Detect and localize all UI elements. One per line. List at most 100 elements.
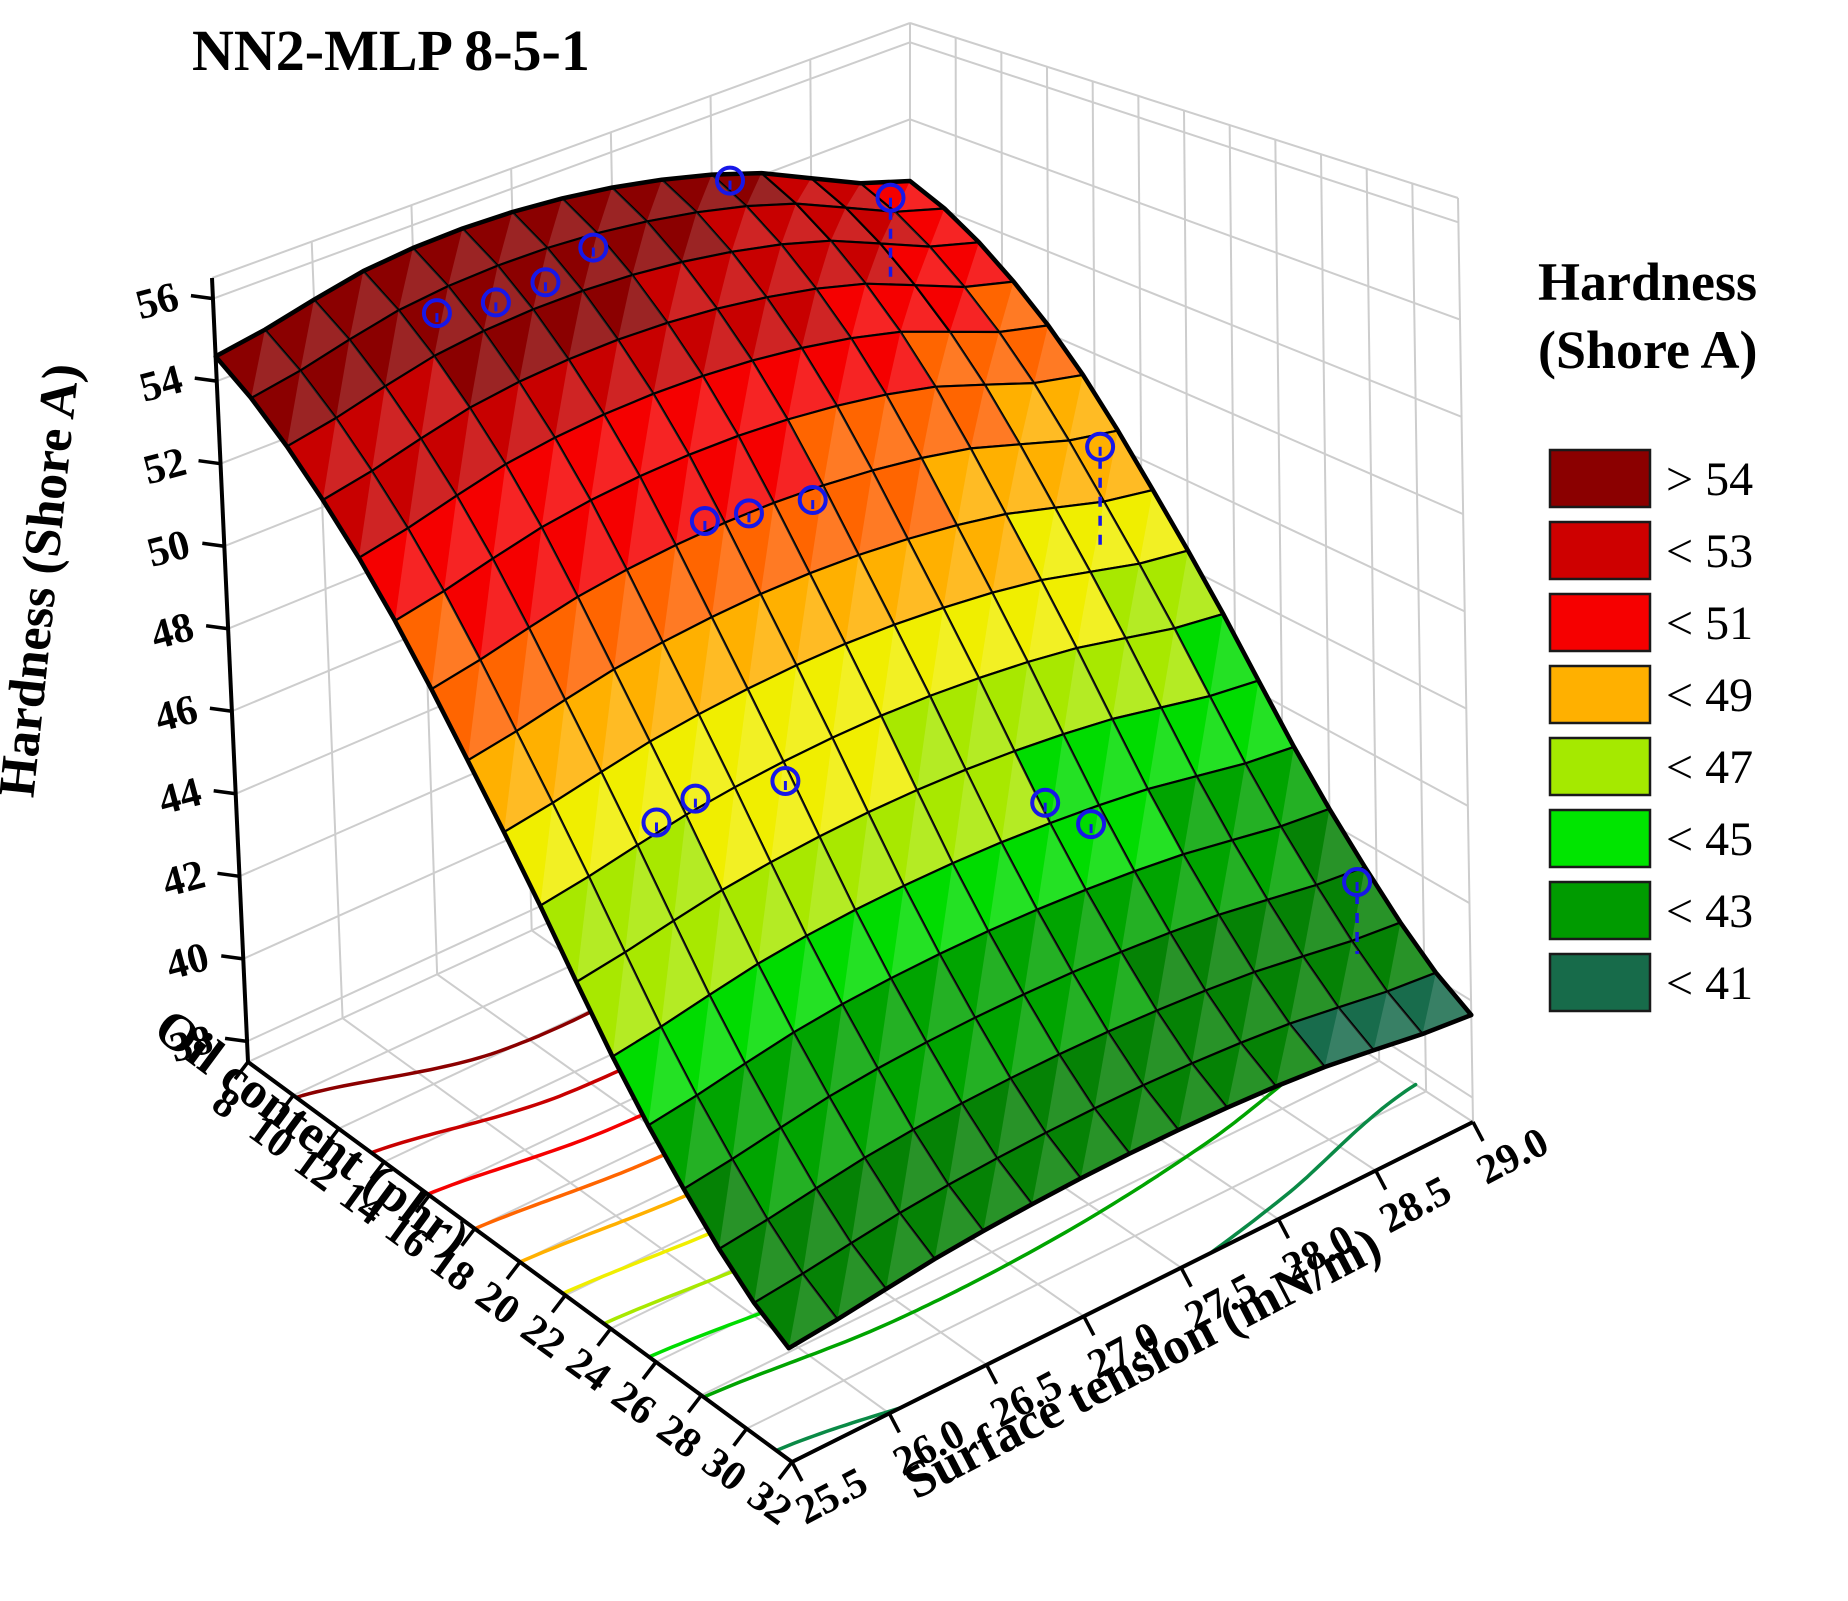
legend-swatch	[1548, 952, 1652, 1013]
surface-quad-highlight	[604, 339, 654, 415]
surface-quad-highlight	[1338, 940, 1388, 1008]
y-axis-tick	[1082, 1315, 1096, 1337]
surface-quad-highlight	[1129, 1085, 1179, 1154]
surface-quad-highlight	[965, 678, 1015, 770]
surface-quad-highlight	[894, 539, 944, 625]
surface-quad-highlight	[949, 287, 1000, 332]
surface-quad-highlight	[900, 285, 950, 332]
surface-quad-highlight	[915, 246, 965, 287]
surface-quad-highlight	[576, 876, 625, 982]
surface-quad-highlight	[1034, 325, 1083, 384]
surface-quad-highlight	[1023, 909, 1073, 995]
x-axis-tick	[641, 1360, 658, 1381]
data-point-marker	[797, 485, 828, 516]
legend-swatch	[1548, 808, 1652, 869]
surface-quad-highlight	[702, 308, 753, 376]
surface-quad-highlight	[443, 495, 493, 592]
surface-quad-highlight	[1104, 430, 1153, 502]
surface-quad-highlight	[673, 814, 722, 921]
surface-quad-highlight	[711, 522, 761, 618]
data-point-marker	[578, 232, 609, 263]
surface-quad-highlight	[349, 271, 399, 340]
tick-label: 54	[135, 356, 187, 411]
surface-quad-highlight	[880, 211, 930, 247]
surface-quad-highlight	[1178, 1063, 1228, 1131]
z-axis-title: Hardness (Shore A)	[0, 361, 91, 800]
surface-quad-highlight	[322, 418, 372, 500]
surface-quad-highlight	[992, 514, 1042, 593]
surface-quad-highlight	[1161, 628, 1210, 708]
surface-quad-highlight	[565, 596, 614, 700]
x-axis-tick	[233, 1060, 250, 1081]
surface-quad-highlight	[1196, 696, 1246, 777]
surface-quad-highlight	[935, 331, 985, 387]
surface-quad-highlight	[845, 555, 895, 644]
surface-quad-highlight	[983, 1158, 1032, 1231]
surface-quad-highlight	[398, 248, 449, 311]
surface-quad-highlight	[760, 502, 810, 594]
surface-quad-highlight	[1240, 972, 1290, 1043]
surface-quad-highlight	[855, 812, 904, 910]
legend-entry-label: > 54	[1666, 453, 1753, 506]
surface-quad-highlight	[371, 386, 421, 471]
surface-quad-highlight	[1041, 507, 1091, 581]
surface-quad-highlight	[590, 414, 640, 501]
surface-quad-highlight	[1139, 490, 1188, 564]
surface-quad-highlight	[1209, 613, 1259, 697]
legend-entry-label: < 49	[1666, 669, 1753, 722]
y-axis-tick	[1179, 1266, 1193, 1288]
surface-quad-highlight	[877, 978, 927, 1069]
surface-quad-highlight	[837, 1243, 886, 1320]
surface-quad-highlight	[407, 438, 457, 529]
y-axis-title: Surface tension (mN/m)	[895, 1216, 1390, 1511]
surface-quad-highlight	[978, 592, 1028, 679]
surface-quad-highlight	[1373, 991, 1423, 1051]
surface-quad-highlight	[568, 290, 618, 360]
surface-quad-highlight	[907, 458, 957, 539]
legend-title-line1: Hardness	[1538, 252, 1757, 312]
surface-quad-highlight	[770, 761, 820, 863]
surface-quad-highlight	[1032, 1132, 1081, 1205]
x-axis-title: Oil content (phr)	[144, 998, 480, 1267]
surface-quad-highlight	[698, 617, 748, 715]
x-axis-tick	[414, 1194, 431, 1214]
surface-quad-highlight	[709, 890, 758, 995]
surface-quad-highlight	[1063, 648, 1113, 735]
plot-title: NN2-MLP 8-5-1	[192, 18, 590, 83]
surface-quad-highlight	[420, 356, 470, 439]
surface-quad-highlight	[467, 659, 517, 761]
data-point-marker	[715, 165, 746, 196]
surface-quad-highlight	[1205, 914, 1255, 991]
wall-top-edge	[211, 22, 911, 279]
surface-quad-highlight	[886, 331, 936, 395]
surface-quad-highlight	[637, 741, 686, 846]
surface-quad-highlight	[1125, 563, 1175, 639]
surface-quad-highlight	[649, 642, 699, 742]
surface-quad-highlight	[1232, 763, 1281, 841]
wall-grid-line	[1457, 197, 1474, 1123]
surface-quad-highlight	[836, 338, 887, 406]
tick-label: 26	[603, 1373, 664, 1435]
surface-quad-highlight	[653, 322, 703, 394]
legend-entry-label: < 41	[1666, 957, 1753, 1010]
tick-label: 50	[142, 521, 194, 576]
x-axis-tick	[686, 1394, 703, 1414]
z-axis-tick	[209, 706, 233, 713]
surface-quad-highlight	[816, 240, 866, 289]
surface-quad-highlight	[1134, 789, 1184, 872]
surface-quad-highlight	[612, 952, 661, 1057]
data-point-markers	[421, 165, 1373, 955]
surface-quad-highlight	[696, 174, 747, 213]
surface-quad-highlight	[752, 297, 802, 361]
surface-quad-highlight	[747, 594, 797, 689]
z-axis-tick	[194, 376, 217, 383]
legend-swatch	[1548, 520, 1652, 581]
surface-quad-highlight	[913, 1042, 962, 1130]
surface-quad-highlight	[582, 233, 633, 291]
surface-quad-highlight	[1107, 951, 1157, 1032]
surface-quad-highlight	[865, 243, 915, 286]
surface-quad-highlight	[1055, 440, 1104, 508]
tick-label: 22	[512, 1306, 573, 1368]
surface-quad-highlight	[939, 863, 989, 954]
surface-quad-highlight	[1121, 871, 1170, 952]
